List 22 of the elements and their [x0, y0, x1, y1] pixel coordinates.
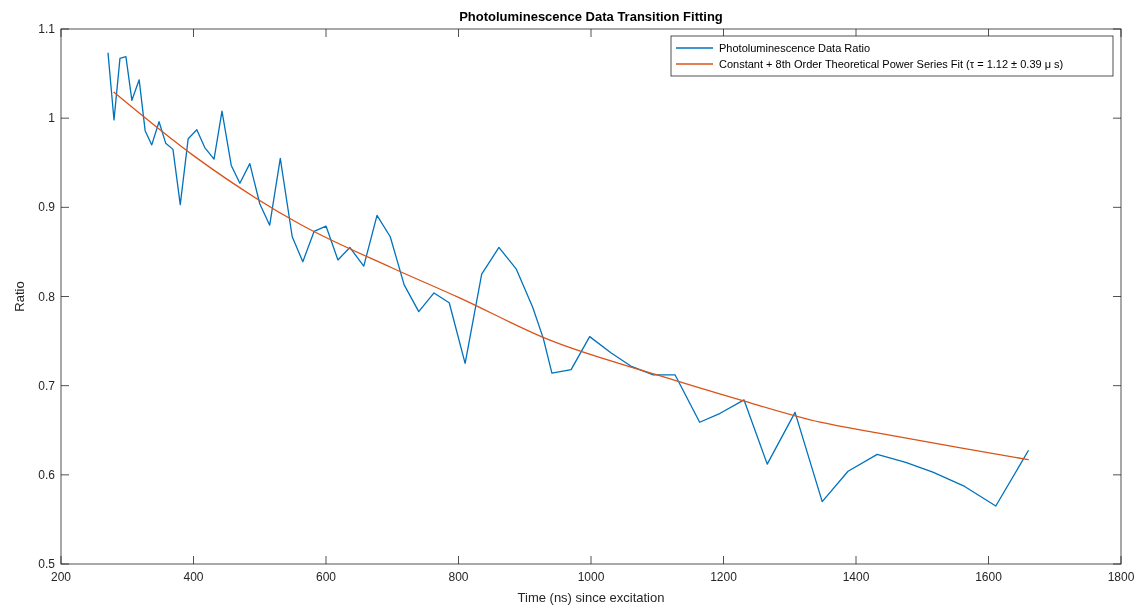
x-tick-label: 1800 [1107, 570, 1135, 584]
y-tick-label: 0.7 [38, 378, 56, 393]
x-axis-title: Time (ns) since excitation [517, 590, 665, 605]
x-tick-label: 1400 [842, 570, 870, 584]
y-tick-label: 0.8 [38, 289, 56, 304]
legend-label: Photoluminescence Data Ratio [719, 42, 871, 54]
y-tick-label: 1.1 [38, 22, 56, 36]
x-tick-label: 1200 [710, 570, 738, 584]
y-axis-title: Ratio [12, 281, 27, 312]
chart-title: Photoluminescence Data Transition Fitting [459, 9, 723, 24]
y-tick-label: 0.5 [38, 557, 56, 571]
y-tick-label: 0.9 [38, 200, 56, 215]
x-tick-label: 1600 [975, 570, 1003, 584]
line-series [113, 91, 1029, 461]
y-tick-label: 0.6 [38, 467, 56, 482]
y-tick-label: 1 [48, 111, 56, 126]
x-tick-label: 1000 [577, 570, 605, 584]
x-tick-label: 400 [183, 570, 204, 584]
x-tick-label: 800 [448, 570, 469, 584]
legend-label: Constant + 8th Order Theoretical Power Series Fit (τ = 1.12 ± 0.39 μ s) [719, 58, 1064, 70]
x-tick-label: 600 [315, 570, 337, 584]
x-tick-label: 200 [50, 570, 72, 584]
